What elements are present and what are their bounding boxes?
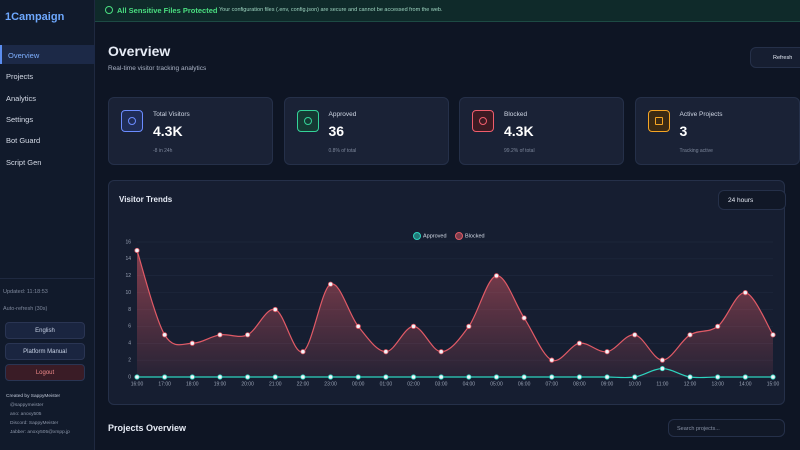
- card-glyph: [303, 117, 312, 125]
- trend-panel: [108, 180, 785, 405]
- card-icon: [472, 110, 494, 132]
- card-value: 4.3K: [153, 123, 183, 139]
- stat-card: Active Projects 3 Tracking active: [634, 97, 800, 165]
- divider: [0, 278, 95, 279]
- card-glyph: [128, 117, 136, 125]
- credit-line: @sappymeister: [10, 403, 44, 408]
- card-value: 4.3K: [504, 123, 534, 139]
- stat-card: Blocked 4.3K 99.2% of total: [459, 97, 624, 165]
- search-input[interactable]: Search projects...: [668, 419, 785, 437]
- credit-line: ano: anoxy505: [10, 412, 42, 417]
- nav-item[interactable]: Analytics: [6, 93, 37, 103]
- banner-title: All Sensitive Files Protected: [117, 6, 218, 15]
- stat-card: Approved 36 0.8% of total: [283, 97, 449, 165]
- manual-label[interactable]: Platform Manual: [23, 349, 67, 355]
- brand: 1Campaign: [5, 11, 65, 23]
- nav-item[interactable]: Projects: [6, 72, 34, 82]
- card-glyph: [479, 117, 487, 125]
- status-text: Updated: 11:18:53: [3, 289, 48, 295]
- card-icon: [647, 110, 670, 132]
- search-placeholder[interactable]: Search projects...: [677, 426, 720, 432]
- credit-line: Discord: SappyMeister: [10, 421, 59, 426]
- manual-button[interactable]: Platform Manual: [5, 343, 85, 360]
- refresh-button[interactable]: Refresh: [750, 47, 800, 68]
- card-note: Tracking active: [679, 148, 713, 154]
- nav-item[interactable]: Settings: [6, 114, 34, 124]
- language-label[interactable]: English: [35, 328, 55, 334]
- card-label: Active Projects: [679, 111, 723, 118]
- banner-message: Your configuration files (.env, config.j…: [219, 7, 443, 13]
- credit-line: Created by SappyMeister: [6, 394, 61, 399]
- nav-item[interactable]: Bot Guard: [6, 136, 41, 146]
- card-value: 3: [679, 123, 688, 139]
- card-label: Total Visitors: [153, 111, 190, 118]
- logout-button[interactable]: Logout: [5, 364, 85, 381]
- card-note: 99.2% of total: [504, 148, 535, 154]
- card-value: 36: [328, 123, 345, 139]
- credit-line: Jabber: anoxy505@xmpp.jp: [10, 430, 70, 435]
- card-label: Approved: [328, 111, 357, 118]
- sidebar: 1Campaign Overview Projects Analytics Setti…: [0, 0, 95, 450]
- language-button[interactable]: English: [5, 322, 85, 339]
- shield-icon: [105, 6, 113, 14]
- card-label: Blocked: [504, 111, 528, 118]
- card-icon: [121, 110, 143, 132]
- range-label[interactable]: 24 hours: [728, 197, 754, 204]
- card-note: 0.8% of total: [328, 148, 357, 154]
- banner: All Sensitive Files Protected Your confi…: [95, 0, 800, 22]
- card-glyph: [654, 117, 663, 125]
- nav-item[interactable]: Overview: [0, 45, 95, 64]
- range-select[interactable]: 24 hours: [718, 190, 786, 210]
- card-icon: [296, 110, 319, 132]
- page-title: Overview: [108, 43, 171, 59]
- card-note: -8 in 24h: [153, 148, 173, 154]
- projects-title: Projects Overview: [108, 423, 187, 433]
- page-subtitle: Real-time visitor tracking analytics: [108, 65, 207, 72]
- stat-card: Total Visitors 4.3K -8 in 24h: [108, 97, 273, 165]
- nav-item[interactable]: Script Gen: [6, 157, 42, 167]
- status-text: Auto-refresh (30s): [3, 306, 48, 312]
- refresh-label[interactable]: Refresh: [773, 55, 793, 61]
- logout-label[interactable]: Logout: [35, 370, 55, 376]
